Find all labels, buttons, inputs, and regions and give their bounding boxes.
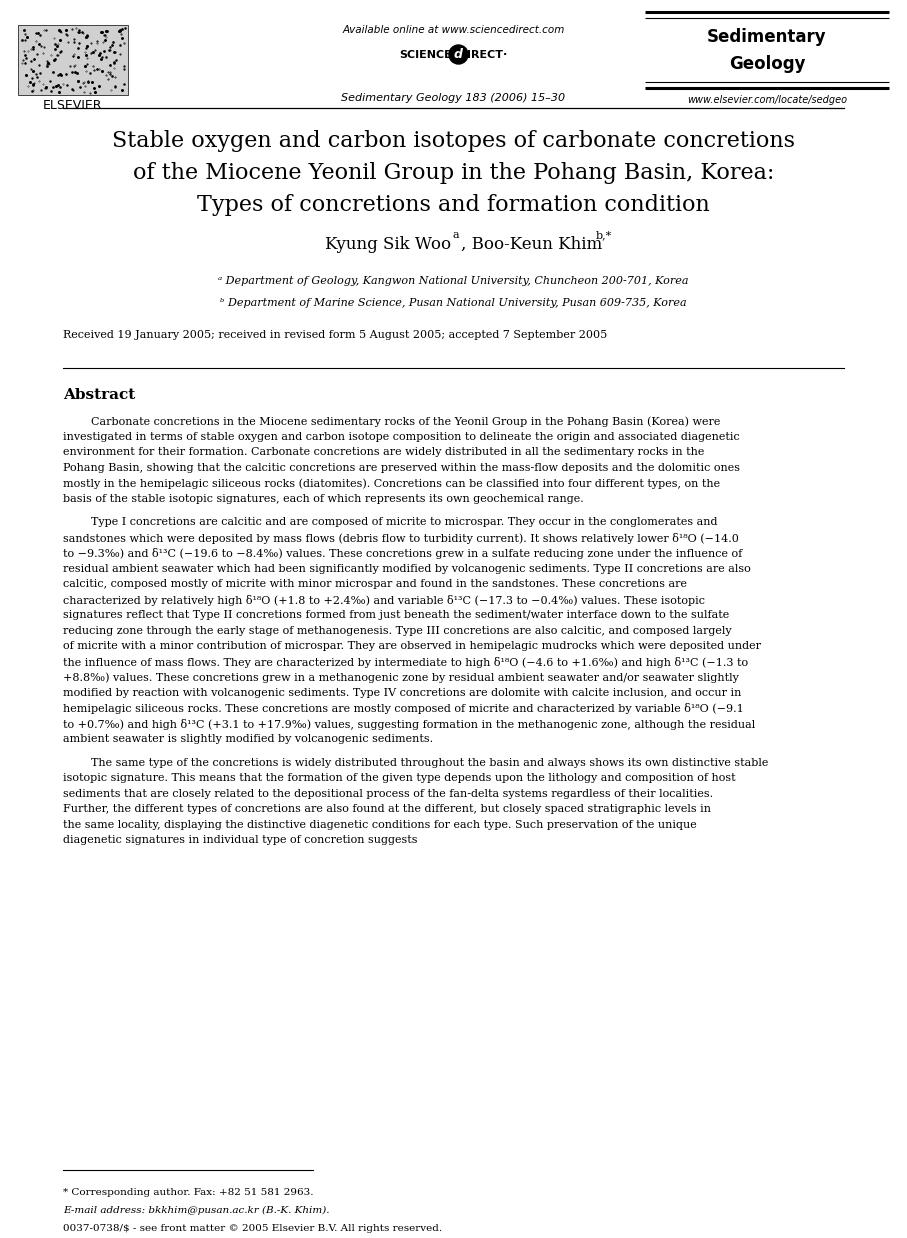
Text: Stable oxygen and carbon isotopes of carbonate concretions: Stable oxygen and carbon isotopes of car… <box>112 130 795 152</box>
Text: d: d <box>454 48 463 61</box>
Text: E-mail address: bkkhim@pusan.ac.kr (B.-K. Khim).: E-mail address: bkkhim@pusan.ac.kr (B.-K… <box>63 1206 329 1216</box>
Text: of the Miocene Yeonil Group in the Pohang Basin, Korea:: of the Miocene Yeonil Group in the Pohan… <box>132 162 775 184</box>
Text: environment for their formation. Carbonate concretions are widely distributed in: environment for their formation. Carbona… <box>63 447 705 457</box>
Text: Further, the different types of concretions are also found at the different, but: Further, the different types of concreti… <box>63 803 711 815</box>
Text: mostly in the hemipelagic siliceous rocks (diatomites). Concretions can be class: mostly in the hemipelagic siliceous rock… <box>63 478 720 489</box>
Text: Type I concretions are calcitic and are composed of micrite to microspar. They o: Type I concretions are calcitic and are … <box>91 517 717 527</box>
Text: the same locality, displaying the distinctive diagenetic conditions for each typ: the same locality, displaying the distin… <box>63 820 697 829</box>
Text: Types of concretions and formation condition: Types of concretions and formation condi… <box>197 194 710 215</box>
Text: Geology: Geology <box>728 54 805 73</box>
FancyBboxPatch shape <box>18 25 128 95</box>
Text: Available online at www.sciencedirect.com: Available online at www.sciencedirect.co… <box>342 25 565 35</box>
Text: ᵃ Department of Geology, Kangwon National University, Chuncheon 200-701, Korea: ᵃ Department of Geology, Kangwon Nationa… <box>219 276 688 286</box>
Text: a: a <box>453 230 459 240</box>
Text: Kyung Sik Woo: Kyung Sik Woo <box>326 236 452 253</box>
Text: +8.8‰) values. These concretions grew in a methanogenic zone by residual ambient: +8.8‰) values. These concretions grew in… <box>63 672 739 682</box>
Text: isotopic signature. This means that the formation of the given type depends upon: isotopic signature. This means that the … <box>63 773 736 782</box>
Text: residual ambient seawater which had been significantly modified by volcanogenic : residual ambient seawater which had been… <box>63 563 751 573</box>
Text: calcitic, composed mostly of micrite with minor microspar and found in the sands: calcitic, composed mostly of micrite wit… <box>63 579 687 589</box>
Text: Sedimentary Geology 183 (2006) 15–30: Sedimentary Geology 183 (2006) 15–30 <box>341 93 566 103</box>
Text: ambient seawater is slightly modified by volcanogenic sediments.: ambient seawater is slightly modified by… <box>63 734 434 744</box>
Text: ᵇ Department of Marine Science, Pusan National University, Pusan 609-735, Korea: ᵇ Department of Marine Science, Pusan Na… <box>220 298 687 308</box>
Text: Abstract: Abstract <box>63 387 135 402</box>
Text: , Boo-Keun Khim: , Boo-Keun Khim <box>461 236 601 253</box>
Text: hemipelagic siliceous rocks. These concretions are mostly composed of micrite an: hemipelagic siliceous rocks. These concr… <box>63 703 744 714</box>
Text: sandstones which were deposited by mass flows (debris flow to turbidity current): sandstones which were deposited by mass … <box>63 532 739 543</box>
Text: www.elsevier.com/locate/sedgeo: www.elsevier.com/locate/sedgeo <box>687 95 847 105</box>
Text: basis of the stable isotopic signatures, each of which represents its own geoche: basis of the stable isotopic signatures,… <box>63 494 584 504</box>
Circle shape <box>449 45 468 64</box>
Text: to +0.7‰) and high δ¹³C (+3.1 to +17.9‰) values, suggesting formation in the met: to +0.7‰) and high δ¹³C (+3.1 to +17.9‰)… <box>63 718 756 729</box>
Text: 0037-0738/$ - see front matter © 2005 Elsevier B.V. All rights reserved.: 0037-0738/$ - see front matter © 2005 El… <box>63 1224 442 1233</box>
Text: investigated in terms of stable oxygen and carbon isotope composition to delinea: investigated in terms of stable oxygen a… <box>63 432 740 442</box>
Text: Pohang Basin, showing that the calcitic concretions are preserved within the mas: Pohang Basin, showing that the calcitic … <box>63 463 740 473</box>
Text: Sedimentary: Sedimentary <box>707 28 827 46</box>
Text: b,*: b,* <box>596 230 611 240</box>
Text: IRECT·: IRECT· <box>466 50 507 59</box>
Text: reducing zone through the early stage of methanogenesis. Type III concretions ar: reducing zone through the early stage of… <box>63 625 732 635</box>
Text: The same type of the concretions is widely distributed throughout the basin and : The same type of the concretions is wide… <box>91 758 768 768</box>
Text: signatures reflect that Type II concretions formed from just beneath the sedimen: signatures reflect that Type II concreti… <box>63 610 729 620</box>
Text: sediments that are closely related to the depositional process of the fan-delta : sediments that are closely related to th… <box>63 789 713 799</box>
Text: * Corresponding author. Fax: +82 51 581 2963.: * Corresponding author. Fax: +82 51 581 … <box>63 1188 314 1197</box>
Text: diagenetic signatures in individual type of concretion suggests: diagenetic signatures in individual type… <box>63 834 417 846</box>
Text: Received 19 January 2005; received in revised form 5 August 2005; accepted 7 Sep: Received 19 January 2005; received in re… <box>63 331 608 340</box>
Text: Carbonate concretions in the Miocene sedimentary rocks of the Yeonil Group in th: Carbonate concretions in the Miocene sed… <box>91 416 720 427</box>
Text: ELSEVIER: ELSEVIER <box>44 99 102 111</box>
Text: to −9.3‰) and δ¹³C (−19.6 to −8.4‰) values. These concretions grew in a sulfate : to −9.3‰) and δ¹³C (−19.6 to −8.4‰) valu… <box>63 548 742 560</box>
Text: characterized by relatively high δ¹⁸O (+1.8 to +2.4‰) and variable δ¹³C (−17.3 t: characterized by relatively high δ¹⁸O (+… <box>63 594 705 605</box>
Text: modified by reaction with volcanogenic sediments. Type IV concretions are dolomi: modified by reaction with volcanogenic s… <box>63 687 741 697</box>
Text: the influence of mass flows. They are characterized by intermediate to high δ¹⁸O: the influence of mass flows. They are ch… <box>63 656 748 667</box>
Text: of micrite with a minor contribution of microspar. They are observed in hemipela: of micrite with a minor contribution of … <box>63 641 761 651</box>
Text: SCIENCE: SCIENCE <box>399 50 452 59</box>
